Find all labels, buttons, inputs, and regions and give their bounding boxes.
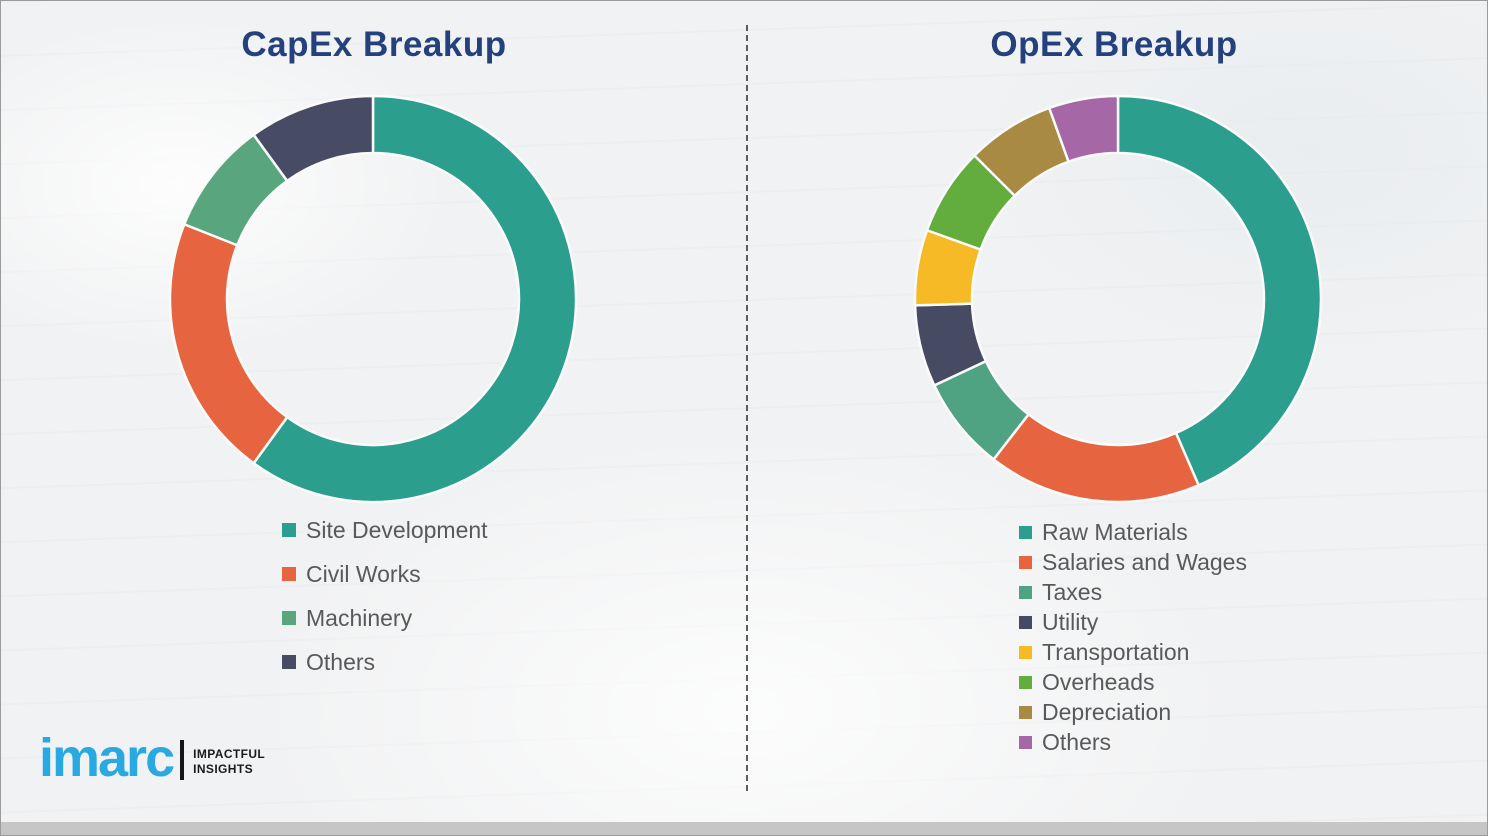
legend-item-others: Others [1019, 727, 1247, 757]
legend-swatch-others [1019, 735, 1032, 749]
legend-item-transportation: Transportation [1019, 637, 1247, 667]
legend-label: Utility [1042, 608, 1099, 635]
capex-title: CapEx Breakup [241, 25, 507, 64]
donut-segment-site-development [252, 94, 578, 504]
donut-segment-salaries-and-wages [992, 413, 1200, 504]
legend-label: Salaries and Wages [1042, 548, 1247, 575]
legend-item-machinery: Machinery [282, 596, 488, 640]
opex-title: OpEx Breakup [990, 25, 1238, 64]
legend-item-site-development: Site Development [282, 508, 488, 552]
legend-swatch-depreciation [1019, 705, 1032, 719]
donut-segment-others [252, 94, 375, 183]
legend-label: Site Development [306, 516, 488, 543]
logo-tagline: IMPACTFUL INSIGHTS [193, 747, 265, 780]
donut-segment-raw-materials [1116, 94, 1323, 487]
logo-tagline-line1: IMPACTFUL [193, 747, 266, 762]
imarc-wordmark: imarc [39, 728, 175, 788]
donut-segment-civil-works [168, 223, 289, 465]
legend-item-raw-materials: Raw Materials [1019, 517, 1247, 547]
legend-label: Overheads [1042, 668, 1155, 695]
legend-label: Taxes [1042, 578, 1103, 605]
legend-label: Transportation [1042, 638, 1190, 665]
legend-label: Raw Materials [1042, 518, 1188, 545]
legend-item-taxes: Taxes [1019, 577, 1247, 607]
legend-swatch-site-development [282, 523, 296, 537]
legend-item-civil-works: Civil Works [282, 552, 488, 596]
logo-tagline-line2: INSIGHTS [193, 762, 253, 777]
legend-swatch-civil-works [282, 567, 296, 581]
legend-swatch-utility [1019, 615, 1032, 629]
legend-swatch-raw-materials [1019, 525, 1032, 539]
center-dashed-divider [746, 25, 748, 791]
legend-swatch-transportation [1019, 645, 1032, 659]
legend-swatch-taxes [1019, 585, 1032, 599]
legend-item-others: Others [282, 640, 488, 684]
opex-donut-chart [913, 94, 1323, 504]
legend-label: Others [1042, 728, 1112, 755]
legend-label: Depreciation [1042, 698, 1172, 725]
imarc-logo: imarc IMPACTFUL INSIGHTS [39, 728, 265, 788]
donut-segment-others [1047, 94, 1120, 163]
legend-label: Machinery [306, 604, 413, 631]
opex-legend: Raw Materials Salaries and Wages Taxes Util… [1019, 517, 1247, 757]
legend-item-depreciation: Depreciation [1019, 697, 1247, 727]
legend-item-salaries-and-wages: Salaries and Wages [1019, 547, 1247, 577]
logo-separator-bar [180, 740, 185, 781]
legend-item-utility: Utility [1019, 607, 1247, 637]
legend-swatch-machinery [282, 611, 296, 625]
legend-label: Civil Works [306, 560, 421, 587]
legend-swatch-others [282, 655, 296, 669]
legend-label: Others [306, 648, 376, 675]
capex-donut-chart [168, 94, 578, 504]
bottom-border-bar [1, 822, 1487, 835]
legend-swatch-salaries-and-wages [1019, 555, 1032, 569]
capex-legend: Site Development Civil Works Machinery Othe… [282, 508, 488, 684]
legend-item-overheads: Overheads [1019, 667, 1247, 697]
legend-swatch-overheads [1019, 675, 1032, 689]
